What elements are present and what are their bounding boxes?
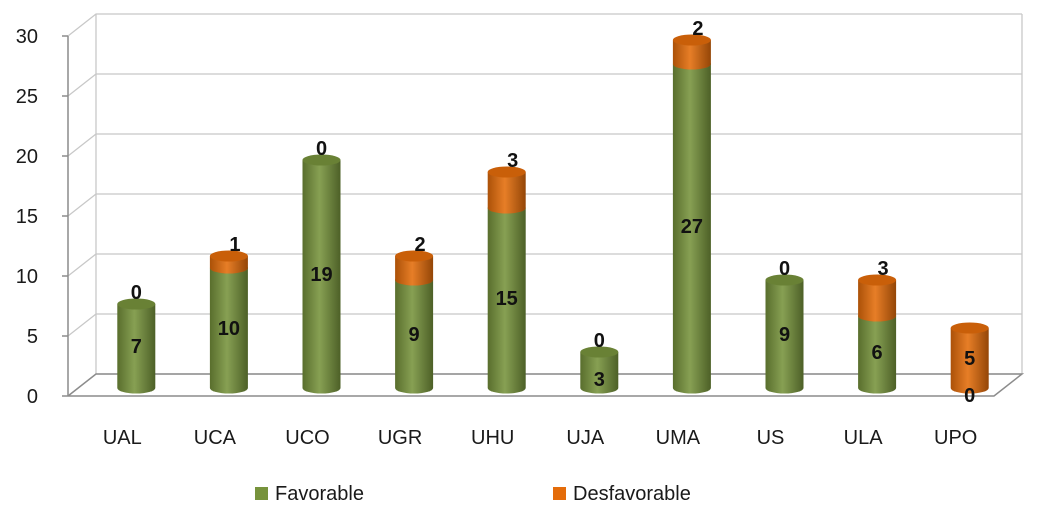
y-tick-label: 20 [16, 146, 38, 168]
legend-swatch [255, 487, 268, 500]
cylinder-top [950, 322, 989, 334]
bar-ugr: 92 [395, 234, 434, 394]
x-tick-label: ULA [844, 427, 884, 449]
bar-uco: 19 0 [302, 138, 341, 394]
x-tick-label: UCA [194, 427, 237, 449]
cylinder-body [395, 256, 434, 286]
cylinder-body [765, 280, 804, 394]
cylinder-body [858, 280, 897, 322]
data-label-desfavorable: 2 [692, 18, 703, 40]
cylinder-top [209, 250, 248, 262]
data-label-desfavorable: 1 [229, 234, 240, 256]
bar-ual: 70 [117, 282, 156, 394]
data-label-favorable: 0 [964, 385, 975, 407]
bar-uca: 10 1 [209, 234, 248, 394]
y-tick-labels: 0 5 10 15 20 25 30 [16, 26, 38, 408]
bar-segment-desfavorable [209, 250, 248, 274]
data-label-desfavorable: 0 [779, 258, 790, 280]
y-tick-label: 30 [16, 26, 38, 48]
legend-item-desfavorable: Desfavorable [553, 483, 691, 505]
data-label-favorable: 7 [131, 336, 142, 358]
cylinder-top [395, 250, 434, 262]
legend: Favorable Desfavorable [255, 483, 691, 505]
legend-item-favorable: Favorable [255, 483, 364, 505]
cylinder-body [487, 208, 526, 394]
gridline [67, 133, 1022, 157]
x-tick-label: UMA [656, 427, 701, 449]
legend-swatch [553, 487, 566, 500]
data-label-desfavorable: 3 [507, 150, 518, 172]
data-label-desfavorable: 0 [131, 282, 142, 304]
cylinder-body [209, 268, 248, 394]
x-tick-label: US [757, 427, 785, 449]
cylinder-top [858, 274, 897, 286]
data-label-favorable: 19 [310, 264, 332, 286]
x-tick-label: UPO [934, 427, 977, 449]
x-tick-label: UJA [566, 427, 604, 449]
y-tick-label: 25 [16, 86, 38, 108]
bar-ula: 63 [858, 258, 897, 394]
cylinder-body [858, 316, 897, 394]
cylinder-body [487, 172, 526, 214]
bar-segment-desfavorable [395, 250, 434, 286]
x-tick-label: UCO [285, 427, 329, 449]
bar-uja: 30 [580, 330, 619, 394]
bar-us: 90 [765, 258, 804, 394]
data-label-favorable: 15 [496, 288, 518, 310]
gridline [67, 73, 1022, 97]
y-tick-label: 5 [27, 326, 38, 348]
data-label-favorable: 10 [218, 318, 240, 340]
gridline [67, 13, 1022, 37]
bar-segment-desfavorable [858, 274, 897, 322]
data-label-desfavorable: 2 [415, 234, 426, 256]
cylinder-body [950, 328, 989, 394]
y-tick-label: 15 [16, 206, 38, 228]
bar-segment-desfavorable [672, 34, 711, 70]
cylinder-body [580, 352, 619, 394]
cylinder-top [672, 34, 711, 46]
bar-segment-favorable [765, 274, 804, 394]
gridlines [67, 13, 1023, 397]
bar-segment-desfavorable [950, 322, 989, 394]
x-tick-label: UGR [378, 427, 422, 449]
data-label-desfavorable: 3 [878, 258, 889, 280]
x-tick-labels: UAL UCA UCO UGR UHU UJA UMA US ULA UPO [103, 427, 978, 449]
bar-segment-favorable [580, 346, 619, 394]
y-tick-label: 10 [16, 266, 38, 288]
x-tick-label: UAL [103, 427, 142, 449]
bar-segment-favorable [302, 154, 341, 394]
cylinder-top [487, 166, 526, 178]
cylinder-top [117, 298, 156, 310]
cylinder-body [117, 304, 156, 394]
legend-label: Favorable [275, 483, 364, 505]
data-label-favorable: 3 [594, 369, 605, 391]
cylinder-body [302, 160, 341, 394]
floor [67, 373, 1025, 397]
legend-label: Desfavorable [573, 483, 691, 505]
cylinder-top [580, 346, 619, 358]
bar-segment-desfavorable [487, 166, 526, 214]
cylinder-body [672, 64, 711, 394]
y-tick-label: 0 [27, 386, 38, 408]
data-label-desfavorable: 0 [594, 330, 605, 352]
cylinder-top [302, 154, 341, 166]
cylinder-top [765, 274, 804, 286]
data-label-favorable: 27 [681, 216, 703, 238]
data-label-favorable: 9 [409, 324, 420, 346]
data-label-desfavorable: 0 [316, 138, 327, 160]
cylinder-body [672, 40, 711, 70]
axes [62, 35, 1025, 397]
bar-upo: 05 [950, 322, 989, 407]
data-label-favorable: 6 [872, 342, 883, 364]
bar-uma: 27 2 [672, 18, 711, 394]
data-label-favorable: 9 [779, 324, 790, 346]
gridline [67, 193, 1022, 217]
bar-uhu: 15 3 [487, 150, 526, 394]
x-tick-label: UHU [471, 427, 514, 449]
cylinder-body [395, 280, 434, 394]
data-label-desfavorable: 5 [964, 348, 975, 370]
bar-segment-favorable [117, 298, 156, 394]
